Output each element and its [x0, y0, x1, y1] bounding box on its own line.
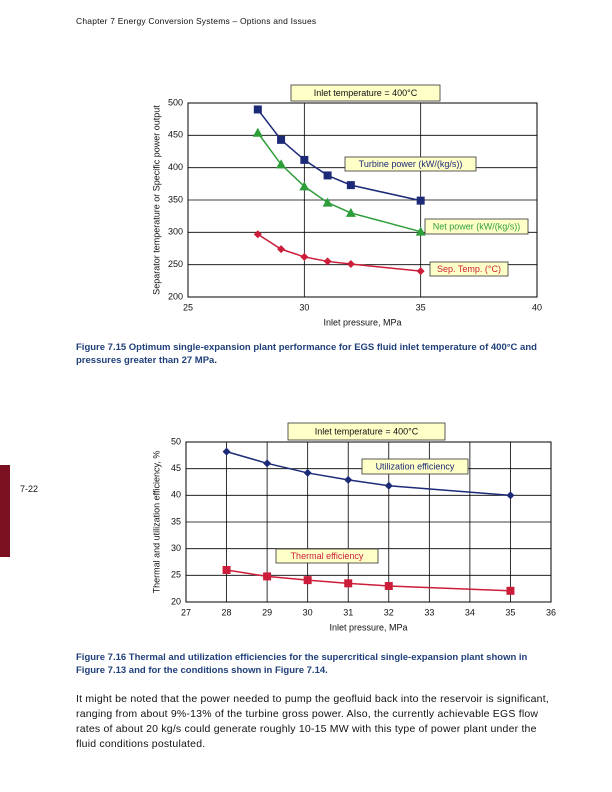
- marker: [323, 257, 332, 266]
- running-header: Chapter 7 Energy Conversion Systems – Op…: [76, 16, 317, 26]
- x-tick-label: 30: [303, 607, 313, 617]
- marker: [323, 171, 332, 180]
- marker: [346, 260, 355, 269]
- x-tick-label: 25: [183, 302, 193, 312]
- x-tick-label: 32: [384, 607, 394, 617]
- marker: [506, 491, 515, 500]
- figure-caption: Figure 7.16 Thermal and utilization effi…: [76, 652, 528, 676]
- y-tick-label: 50: [171, 436, 181, 446]
- marker: [299, 181, 310, 191]
- marker: [277, 245, 286, 254]
- marker: [276, 159, 287, 169]
- series-label-box: [275, 548, 379, 564]
- marker: [222, 447, 231, 456]
- marker: [416, 196, 425, 205]
- y-tick-label: 40: [171, 490, 181, 500]
- marker: [253, 105, 262, 114]
- series-line: [226, 569, 511, 592]
- legend-label: Turbine power (kW/(kg/s)): [359, 159, 463, 169]
- series-label-box: [424, 218, 529, 235]
- x-tick-label: 30: [299, 302, 309, 312]
- series-line: [257, 132, 421, 233]
- x-tick-label: 40: [532, 302, 542, 312]
- marker: [322, 197, 333, 207]
- marker: [303, 468, 312, 477]
- marker: [263, 572, 272, 581]
- marker: [384, 582, 393, 590]
- y-axis-label: Thermal and utilization efficiency, %: [151, 451, 161, 594]
- series-line: [257, 109, 421, 202]
- y-axis-label: Separator temperature or Specific power …: [151, 105, 161, 295]
- margin-bar: [0, 465, 10, 557]
- x-tick-label: 34: [465, 607, 475, 617]
- marker: [384, 481, 393, 490]
- marker: [506, 586, 515, 595]
- x-tick-label: 36: [546, 607, 556, 617]
- x-tick-label: 31: [343, 607, 353, 617]
- y-tick-label: 35: [171, 516, 181, 526]
- y-tick-label: 30: [171, 543, 181, 553]
- annotation: Inlet temperature = 400°C: [315, 426, 419, 436]
- series-label-box: [344, 156, 477, 172]
- legend-label: Sep. Temp. (°C): [437, 264, 501, 274]
- y-tick-label: 300: [168, 227, 183, 237]
- x-tick-label: 27: [181, 607, 191, 617]
- annotation: Inlet temperature = 400°C: [314, 88, 418, 98]
- series-line: [226, 450, 511, 497]
- series-label-box: [429, 261, 509, 277]
- annotation-box: [290, 84, 441, 102]
- x-tick-label: 35: [416, 302, 426, 312]
- marker: [345, 207, 356, 217]
- y-tick-label: 500: [168, 97, 183, 107]
- x-tick-label: 28: [222, 607, 232, 617]
- marker: [300, 252, 309, 261]
- legend-label: Utilization efficiency: [376, 461, 455, 471]
- marker: [222, 566, 231, 574]
- y-tick-label: 25: [171, 570, 181, 580]
- y-tick-label: 200: [168, 291, 183, 301]
- figure-caption: Figure 7.15 Optimum single-expansion pla…: [76, 342, 537, 366]
- marker: [344, 579, 353, 588]
- x-tick-label: 33: [424, 607, 434, 617]
- marker: [253, 230, 262, 239]
- series-label-box: [361, 458, 469, 475]
- y-tick-label: 250: [168, 259, 183, 269]
- marker: [416, 267, 425, 276]
- page-number: 7-22: [20, 484, 39, 494]
- marker: [263, 459, 272, 468]
- marker: [346, 181, 355, 190]
- y-tick-label: 350: [168, 194, 183, 204]
- x-axis-label: Inlet pressure, MPa: [323, 317, 401, 327]
- marker: [252, 127, 263, 137]
- x-axis-label: Inlet pressure, MPa: [329, 622, 407, 632]
- series-line: [257, 233, 421, 272]
- marker: [303, 576, 312, 585]
- legend-label: Thermal efficiency: [291, 551, 364, 561]
- marker: [344, 475, 353, 484]
- marker: [415, 226, 426, 236]
- marker: [277, 135, 286, 144]
- marker: [300, 155, 309, 164]
- y-tick-label: 450: [168, 130, 183, 140]
- x-tick-label: 35: [505, 607, 515, 617]
- y-tick-label: 45: [171, 463, 181, 473]
- y-tick-label: 400: [168, 162, 183, 172]
- body-text: It might be noted that the power needed …: [76, 693, 549, 750]
- legend-label: Net power (kW/(kg/s)): [433, 221, 521, 231]
- annotation-box: [287, 422, 446, 441]
- y-tick-label: 20: [171, 596, 181, 606]
- x-tick-label: 29: [262, 607, 272, 617]
